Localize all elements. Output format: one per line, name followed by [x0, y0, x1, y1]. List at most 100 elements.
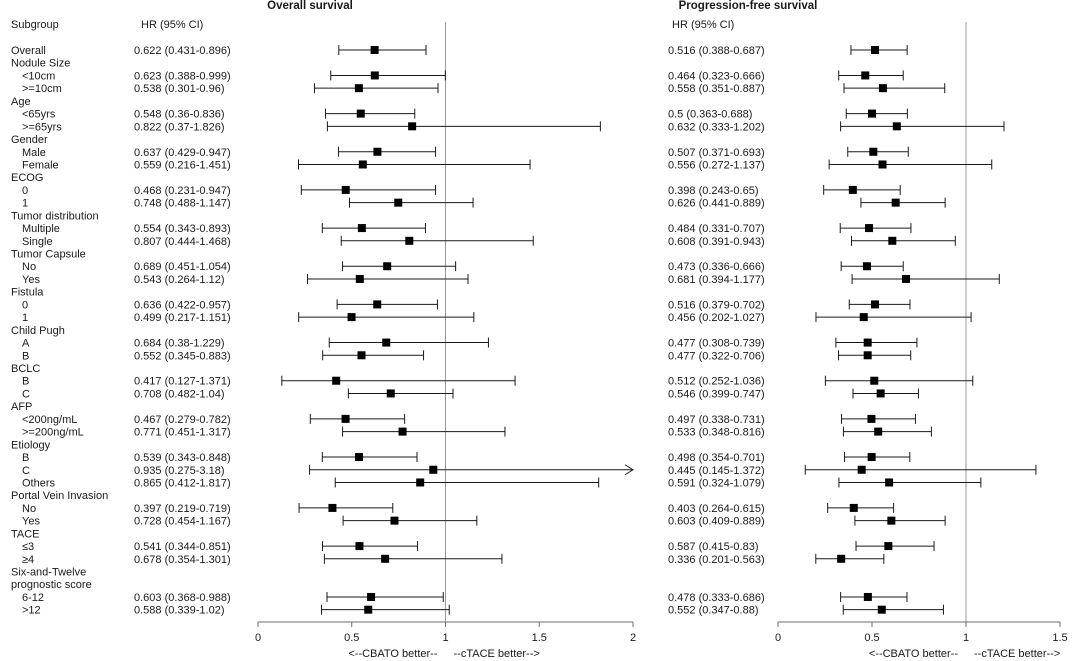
row-label: ≤3 [22, 541, 34, 553]
os-hr-point [390, 516, 399, 525]
os-hr-text: 0.689 (0.451-1.054) [134, 261, 231, 273]
os-hr-text: 0.397 (0.219-0.719) [134, 503, 231, 515]
pfs-hr-text: 0.477 (0.322-0.706) [668, 350, 765, 362]
pfs-x-tick-label: 0.5 [864, 632, 879, 644]
row-label: AFP [11, 401, 32, 413]
row-label: Nodule Size [11, 58, 70, 70]
os-hr-point [408, 122, 417, 131]
os-hr-text: 0.417 (0.127-1.371) [134, 376, 231, 388]
pfs-hr-point [876, 389, 885, 398]
os-hr-point [405, 236, 414, 245]
pfs-hr-point [849, 503, 858, 512]
pfs-hr-point [848, 185, 857, 194]
row-label: Fistula [11, 287, 44, 299]
pfs-hr-point [863, 338, 872, 347]
row-label: C [22, 388, 30, 400]
row-label: BCLC [11, 363, 40, 375]
os-x-tick-label: 2 [630, 632, 636, 644]
pfs-hr-point [867, 453, 876, 462]
pfs-hr-text: 0.558 (0.351-0.887) [668, 83, 765, 95]
pfs-hr-text: 0.681 (0.394-1.177) [668, 274, 765, 286]
os-hr-text: 0.603 (0.368-0.988) [134, 592, 231, 604]
os-hr-text: 0.865 (0.412-1.817) [134, 477, 231, 489]
pfs-hr-point [863, 351, 872, 360]
row-label: Portal Vein Invasion [11, 490, 108, 502]
row-label: B [22, 452, 29, 464]
row-label: prognostic score [11, 579, 92, 591]
pfs-hr-text: 0.464 (0.323-0.666) [668, 70, 765, 82]
row-label: 0 [22, 299, 28, 311]
row-label: B [22, 350, 29, 362]
row-label: >=65yrs [22, 121, 62, 133]
pfs-hr-point [885, 478, 894, 487]
os-hr-point [356, 109, 365, 118]
row-label: Female [22, 159, 59, 171]
os-hr-point [354, 84, 363, 93]
pfs-hr-point [870, 376, 879, 385]
row-label: No [22, 503, 36, 515]
os-hr-point [373, 300, 382, 309]
pfs-hr-text: 0.484 (0.331-0.707) [668, 223, 765, 235]
pfs-hr-text: 0.445 (0.145-1.372) [668, 465, 765, 477]
os-hr-text: 0.637 (0.429-0.947) [134, 147, 231, 159]
pfs-hr-text: 0.552 (0.347-0.88) [668, 605, 759, 617]
pfs-hr-point [867, 414, 876, 423]
pfs-hr-point [871, 46, 880, 54]
os-hr-point [355, 274, 364, 283]
os-hr-text: 0.807 (0.444-1.468) [134, 236, 231, 248]
pfs-hr-text: 0.456 (0.202-1.027) [668, 312, 765, 324]
pfs-hr-text: 0.516 (0.379-0.702) [668, 299, 765, 311]
row-label: <10cm [22, 70, 55, 82]
os-hr-point [381, 554, 390, 563]
os-hr-point [357, 224, 366, 233]
os-hr-text: 0.678 (0.354-1.301) [134, 554, 231, 566]
os-hr-point [398, 427, 407, 436]
pfs-hr-point [891, 198, 900, 207]
os-hr-point [386, 389, 395, 398]
os-hr-point [357, 351, 366, 360]
pfs-hr-point [861, 71, 870, 80]
os-hr-text: 0.499 (0.217-1.151) [134, 312, 231, 324]
row-label: Multiple [22, 223, 60, 235]
pfs-hr-text: 0.336 (0.201-0.563) [668, 554, 765, 566]
pfs-hr-point [863, 592, 872, 601]
pfs-hr-column-header: HR (95% CI) [672, 19, 734, 31]
pfs-hr-point [878, 84, 887, 93]
os-hr-text: 0.708 (0.482-1.04) [134, 388, 225, 400]
row-label: TACE [11, 528, 40, 540]
row-label: <200ng/mL [22, 414, 77, 426]
os-hr-point [364, 605, 373, 614]
row-label: Tumor distribution [11, 210, 99, 222]
row-label: ≥4 [22, 554, 34, 566]
os-panel-title: Overall survival [267, 0, 353, 12]
os-hr-text: 0.684 (0.38-1.229) [134, 338, 225, 350]
os-hr-text: 0.771 (0.451-1.317) [134, 427, 231, 439]
os-hr-text: 0.543 (0.264-1.12) [134, 274, 225, 286]
os-hr-point [429, 465, 438, 474]
os-hr-text: 0.559 (0.216-1.451) [134, 159, 231, 171]
pfs-hr-text: 0.587 (0.415-0.83) [668, 541, 759, 553]
os-hr-point [328, 503, 337, 512]
os-hr-column-header: HR (95% CI) [141, 19, 203, 31]
row-label: Single [22, 236, 53, 248]
row-label: <65yrs [22, 109, 56, 121]
pfs-hr-point [868, 109, 876, 118]
pfs-hr-point [871, 300, 880, 309]
pfs-hr-point [859, 313, 868, 322]
os-hr-text: 0.728 (0.454-1.167) [134, 516, 231, 528]
row-label: Tumor Capsule [11, 249, 86, 261]
row-label: Male [22, 147, 46, 159]
pfs-x-tick-label: 1.5 [1052, 632, 1067, 644]
row-label: B [22, 376, 29, 388]
os-hr-text: 0.935 (0.275-3.18) [134, 465, 225, 477]
os-hr-point [370, 46, 379, 54]
row-label: Others [22, 477, 56, 489]
os-hr-text: 0.588 (0.339-1.02) [134, 605, 225, 617]
pfs-hr-text: 0.533 (0.348-0.816) [668, 427, 765, 439]
pfs-hr-point [877, 605, 886, 614]
pfs-hr-point [878, 160, 887, 169]
pfs-hr-text: 0.5 (0.363-0.688) [668, 109, 752, 121]
pfs-right-direction-label: --cTACE better--> [974, 648, 1060, 660]
os-hr-point [332, 376, 341, 385]
